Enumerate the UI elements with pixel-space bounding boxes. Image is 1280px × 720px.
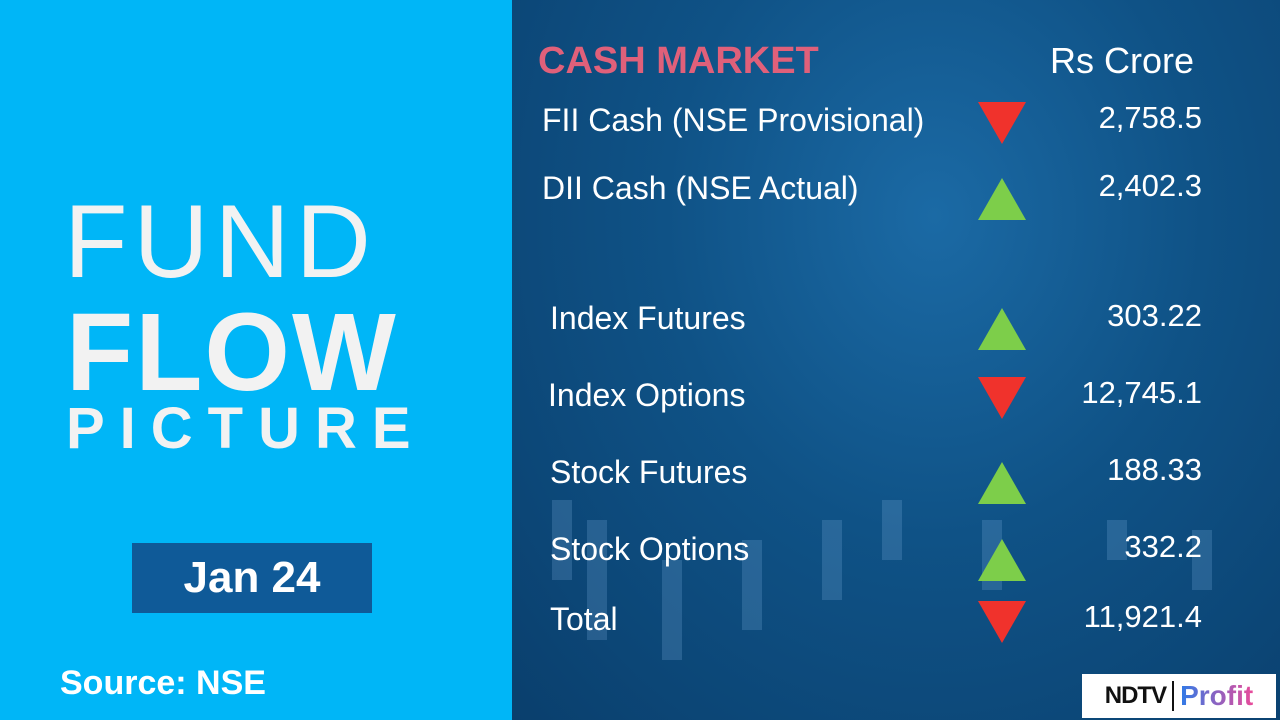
logo-brand: NDTV <box>1104 682 1167 709</box>
row-label: FII Cash (NSE Provisional) <box>542 102 925 138</box>
row-value: 332.2 <box>1124 529 1202 564</box>
triangle-down-icon <box>978 102 1026 144</box>
triangle-up-icon <box>978 539 1026 581</box>
row-value: 2,402.3 <box>1098 168 1202 203</box>
row-label: Index Options <box>548 377 746 413</box>
flow-row: Index Options 12,745.1 <box>0 375 1280 425</box>
row-value: 303.22 <box>1107 298 1202 333</box>
flow-row: Index Futures 303.22 <box>0 298 1280 350</box>
row-label: Stock Options <box>550 531 750 567</box>
logo-product: Profit <box>1180 680 1254 711</box>
row-label: DII Cash (NSE Actual) <box>542 170 859 206</box>
title-picture: PICTURE <box>66 396 426 461</box>
flow-row: DII Cash (NSE Actual) 2,402.3 <box>0 168 1280 220</box>
flow-row: Stock Futures 188.33 <box>0 452 1280 504</box>
source-label: Source: NSE <box>60 664 266 702</box>
row-label: Stock Futures <box>550 454 748 490</box>
title-fund: FUND <box>64 184 377 300</box>
row-value: 2,758.5 <box>1098 100 1202 135</box>
row-value: 12,745.1 <box>1081 375 1202 410</box>
unit-label: Rs Crore <box>1050 40 1195 81</box>
flow-row: Total 11,921.4 <box>0 599 1280 649</box>
title-flow: FLOW <box>66 291 398 414</box>
row-value: 11,921.4 <box>1083 599 1202 634</box>
flow-row: FII Cash (NSE Provisional) 2,758.5 <box>0 100 1280 150</box>
flow-row: Stock Options 332.2 <box>0 529 1280 581</box>
row-label: Index Futures <box>550 300 746 336</box>
logo-divider <box>1172 681 1175 711</box>
ndtv-profit-logo: NDTV Profit <box>1082 674 1276 718</box>
triangle-up-icon <box>978 308 1026 350</box>
date-badge: Jan 24 <box>132 543 372 613</box>
data-panel <box>512 0 1280 720</box>
title-panel: FUND FLOW PICTURE Jan 24 Source: NSE <box>0 0 512 720</box>
section-title: CASH MARKET <box>538 40 819 82</box>
triangle-down-icon <box>978 601 1026 643</box>
triangle-down-icon <box>978 377 1026 419</box>
triangle-up-icon <box>978 462 1026 504</box>
row-label: Total <box>550 601 618 637</box>
row-value: 188.33 <box>1107 452 1202 487</box>
triangle-up-icon <box>978 178 1026 220</box>
